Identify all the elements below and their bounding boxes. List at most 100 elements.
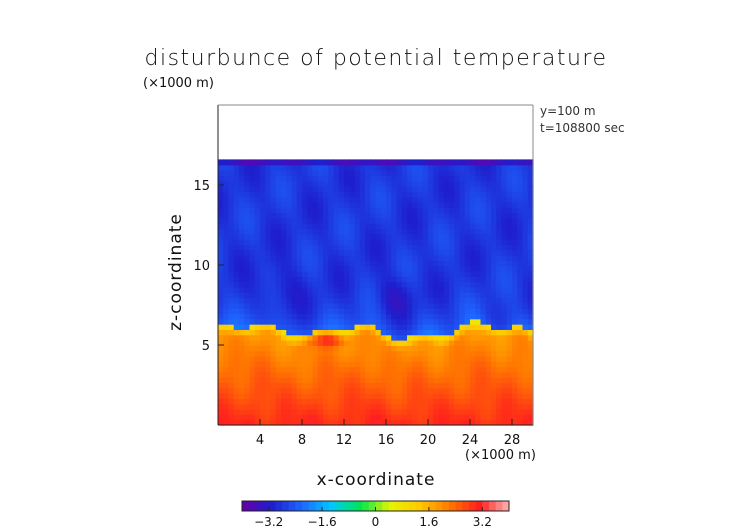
heatmap-cell	[218, 217, 224, 224]
heatmap-cell	[522, 350, 529, 357]
heatmap-cell	[375, 377, 382, 384]
heatmap-cell	[370, 201, 377, 208]
heatmap-cell	[470, 270, 476, 277]
heatmap-cell	[333, 159, 340, 166]
heatmap-cell	[302, 366, 308, 373]
heatmap-cell	[249, 281, 256, 288]
heatmap-cell	[233, 255, 240, 261]
heatmap-cell	[480, 382, 487, 389]
heatmap-cell	[522, 207, 529, 214]
heatmap-cell	[438, 329, 445, 336]
heatmap-cell	[512, 207, 518, 214]
heatmap-cell	[349, 334, 356, 341]
heatmap-cell	[344, 217, 350, 224]
heatmap-cell	[527, 340, 534, 346]
heatmap-cell	[359, 419, 366, 426]
heatmap-cell	[281, 286, 287, 293]
heatmap-cell	[349, 361, 356, 368]
x-tick-label: 16	[378, 433, 395, 448]
heatmap-cell	[344, 292, 350, 299]
heatmap-cell	[517, 196, 524, 203]
heatmap-cell	[428, 393, 434, 400]
heatmap-cell	[244, 313, 251, 320]
heatmap-cell	[449, 366, 455, 373]
heatmap-cell	[302, 355, 308, 362]
heatmap-cell	[365, 334, 371, 341]
heatmap-cell	[338, 175, 345, 182]
heatmap-cell	[407, 180, 413, 187]
heatmap-cell	[265, 164, 272, 171]
heatmap-cell	[412, 366, 419, 373]
heatmap-cell	[433, 164, 440, 171]
heatmap-cell	[307, 297, 314, 304]
heatmap-cell	[496, 175, 503, 182]
heatmap-cell	[470, 249, 476, 256]
heatmap-cell	[512, 276, 518, 283]
heatmap-cell	[260, 340, 266, 346]
heatmap-cell	[464, 334, 471, 341]
heatmap-cell	[464, 265, 471, 272]
heatmap-cell	[470, 170, 476, 176]
heatmap-cell	[407, 382, 413, 389]
heatmap-cell	[517, 340, 524, 346]
heatmap-cell	[281, 324, 287, 330]
heatmap-cell	[365, 419, 371, 426]
heatmap-cell	[391, 239, 398, 245]
heatmap-cell	[281, 403, 287, 410]
heatmap-cell	[249, 292, 256, 299]
heatmap-cell	[354, 201, 361, 208]
heatmap-cell	[396, 403, 403, 410]
heatmap-cell	[228, 371, 235, 378]
heatmap-cell	[275, 419, 282, 426]
heatmap-cell	[354, 276, 361, 283]
heatmap-cell	[260, 212, 266, 219]
heatmap-cell	[239, 249, 245, 256]
heatmap-cell	[354, 185, 361, 192]
heatmap-cell	[359, 260, 366, 267]
heatmap-cell	[428, 398, 434, 405]
heatmap-cell	[286, 207, 293, 214]
heatmap-cell	[475, 409, 482, 415]
heatmap-cell	[270, 382, 277, 389]
heatmap-cell	[286, 403, 293, 410]
heatmap-cell	[480, 196, 487, 203]
heatmap-cell	[359, 201, 366, 208]
heatmap-cell	[291, 340, 298, 346]
heatmap-cell	[386, 260, 392, 267]
heatmap-cell	[412, 265, 419, 272]
heatmap-cell	[396, 355, 403, 362]
colorbar-swatch	[388, 501, 397, 511]
heatmap-cell	[470, 255, 476, 261]
heatmap-cell	[260, 244, 266, 251]
heatmap-cell	[470, 223, 476, 230]
heatmap-cell	[475, 265, 482, 272]
heatmap-cell	[459, 313, 466, 320]
heatmap-cell	[491, 164, 497, 171]
heatmap-cell	[344, 345, 350, 352]
heatmap-cell	[433, 324, 440, 330]
heatmap-cell	[506, 260, 513, 267]
heatmap-cell	[302, 361, 308, 368]
heatmap-cell	[443, 228, 450, 235]
heatmap-cell	[417, 329, 424, 336]
heatmap-cell	[407, 212, 413, 219]
heatmap-cell	[317, 233, 324, 240]
heatmap-cell	[233, 223, 240, 230]
heatmap-cell	[491, 329, 497, 336]
heatmap-cell	[218, 207, 224, 214]
heatmap-cell	[438, 191, 445, 198]
heatmap-cell	[464, 212, 471, 219]
heatmap-cell	[475, 233, 482, 240]
heatmap-cell	[233, 207, 240, 214]
heatmap-cell	[470, 244, 476, 251]
heatmap-cell	[307, 244, 314, 251]
heatmap-cell	[244, 170, 251, 176]
heatmap-cell	[254, 340, 261, 346]
heatmap-cell	[254, 159, 261, 166]
heatmap-cell	[438, 308, 445, 315]
heatmap-cell	[522, 170, 529, 176]
heatmap-cell	[517, 233, 524, 240]
heatmap-cell	[286, 329, 293, 336]
heatmap-cell	[338, 164, 345, 171]
heatmap-cell	[365, 170, 371, 176]
